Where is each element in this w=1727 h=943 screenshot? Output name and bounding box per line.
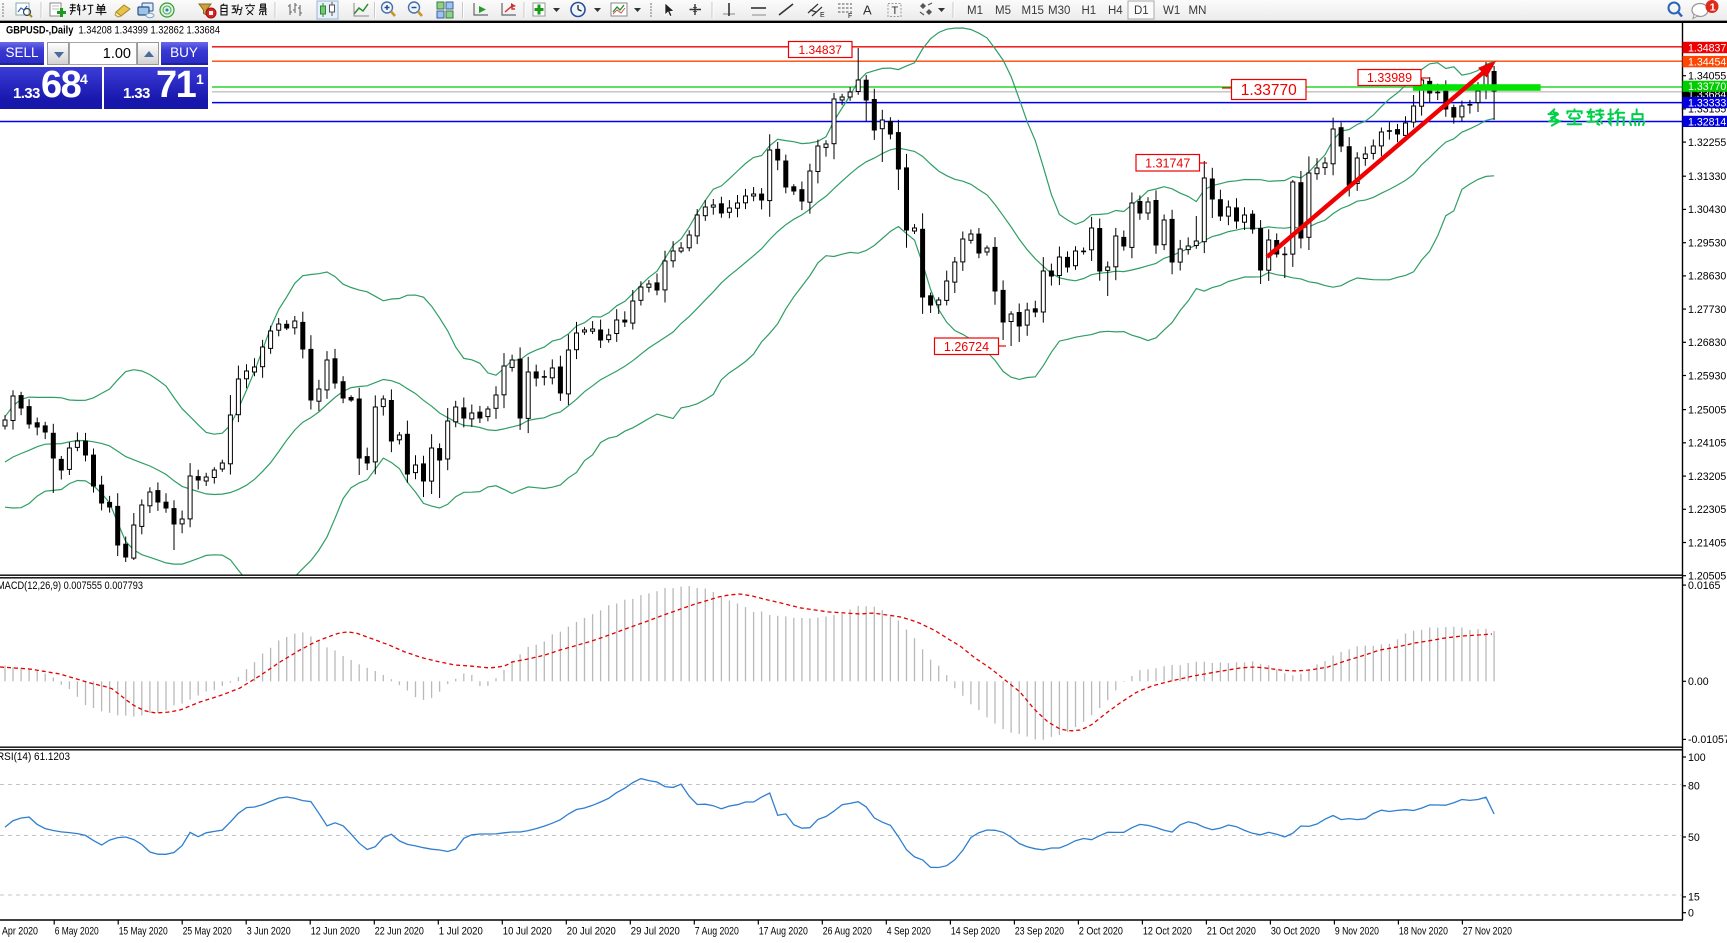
svg-text:A: A [863, 3, 872, 18]
svg-text:0.00: 0.00 [1688, 676, 1709, 688]
svg-text:F: F [848, 13, 852, 20]
svg-text:H4: H4 [1108, 5, 1123, 17]
svg-text:27 Nov 2020: 27 Nov 2020 [1463, 926, 1512, 938]
svg-text:25 May 2020: 25 May 2020 [183, 926, 232, 938]
svg-text:M1: M1 [967, 5, 983, 17]
svg-text:14 Sep 2020: 14 Sep 2020 [951, 926, 1000, 938]
svg-text:3 Jun 2020: 3 Jun 2020 [247, 926, 291, 938]
svg-text:M30: M30 [1048, 5, 1070, 17]
svg-text:22 Jun 2020: 22 Jun 2020 [375, 926, 424, 938]
svg-text:1.22305: 1.22305 [1688, 504, 1726, 516]
svg-text:30 Oct 2020: 30 Oct 2020 [1271, 926, 1320, 938]
svg-text:26 Aug 2020: 26 Aug 2020 [823, 926, 872, 938]
svg-text:15 May 2020: 15 May 2020 [119, 926, 168, 938]
svg-text:80: 80 [1688, 781, 1700, 793]
svg-text:M15: M15 [1022, 5, 1044, 17]
svg-text:1.21405: 1.21405 [1688, 537, 1726, 549]
svg-text:1 Jul 2020: 1 Jul 2020 [439, 926, 483, 938]
svg-text:10 Jul 2020: 10 Jul 2020 [503, 926, 552, 938]
svg-text:1.31330: 1.31330 [1688, 171, 1726, 183]
svg-text:1.29530: 1.29530 [1688, 238, 1726, 250]
svg-text:1.34837: 1.34837 [799, 43, 843, 57]
svg-text:1.34055: 1.34055 [1688, 71, 1726, 83]
svg-text:4 Sep 2020: 4 Sep 2020 [887, 926, 931, 938]
svg-text:1.20505: 1.20505 [1688, 571, 1726, 583]
svg-text:1.33989: 1.33989 [1367, 71, 1412, 85]
svg-text:23 Sep 2020: 23 Sep 2020 [1015, 926, 1064, 938]
svg-text:1.33770: 1.33770 [1241, 82, 1297, 99]
svg-text:1.25005: 1.25005 [1688, 404, 1726, 416]
svg-text:2 Oct 2020: 2 Oct 2020 [1079, 926, 1123, 938]
svg-text:1: 1 [1710, 2, 1716, 14]
svg-text:21 Oct 2020: 21 Oct 2020 [1207, 926, 1256, 938]
svg-text:100: 100 [1688, 752, 1706, 764]
svg-text:1.32255: 1.32255 [1688, 137, 1726, 149]
svg-text:1.34837: 1.34837 [1688, 42, 1726, 54]
svg-text:1.33333: 1.33333 [1688, 98, 1726, 110]
svg-text:Apr 2020: Apr 2020 [2, 926, 38, 938]
svg-text:9 Nov 2020: 9 Nov 2020 [1335, 926, 1379, 938]
svg-text:0.0165: 0.0165 [1688, 580, 1721, 592]
svg-text:1.26724: 1.26724 [944, 340, 989, 354]
svg-text:1.23205: 1.23205 [1688, 471, 1726, 483]
svg-text:7 Aug 2020: 7 Aug 2020 [695, 926, 739, 938]
svg-text:1.34454: 1.34454 [1688, 57, 1726, 69]
svg-text:0: 0 [1688, 908, 1694, 920]
svg-text:D1: D1 [1134, 5, 1149, 17]
svg-text:20 Jul 2020: 20 Jul 2020 [567, 926, 616, 938]
svg-text:1.31747: 1.31747 [1145, 156, 1190, 170]
svg-text:M5: M5 [995, 5, 1011, 17]
svg-text:MACD(12,26,9) 0.007555 0.00779: MACD(12,26,9) 0.007555 0.007793 [0, 580, 143, 592]
svg-text:RSI(14) 61.1203: RSI(14) 61.1203 [0, 751, 70, 763]
svg-text:H1: H1 [1082, 5, 1097, 17]
svg-text:50: 50 [1688, 832, 1700, 844]
svg-text:1.32814: 1.32814 [1688, 116, 1726, 128]
svg-text:MN: MN [1189, 5, 1207, 17]
svg-text:E: E [820, 12, 825, 19]
svg-text:18 Nov 2020: 18 Nov 2020 [1399, 926, 1448, 938]
svg-text:29 Jul 2020: 29 Jul 2020 [631, 926, 680, 938]
svg-text:1.24105: 1.24105 [1688, 438, 1726, 450]
svg-text:6 May 2020: 6 May 2020 [55, 926, 99, 938]
svg-text:1.27730: 1.27730 [1688, 304, 1726, 316]
svg-text:15: 15 [1688, 892, 1700, 904]
svg-text:T: T [892, 5, 899, 17]
svg-text:12 Jun 2020: 12 Jun 2020 [311, 926, 360, 938]
svg-text:GBPUSD-,Daily 1.34208 1.34399: GBPUSD-,Daily 1.34208 1.34399 1.32862 1.… [6, 25, 220, 37]
svg-text:1.33770: 1.33770 [1688, 81, 1726, 93]
svg-text:W1: W1 [1163, 5, 1180, 17]
svg-text:1.30430: 1.30430 [1688, 204, 1726, 216]
svg-text:1.28630: 1.28630 [1688, 271, 1726, 283]
svg-text:1.25930: 1.25930 [1688, 370, 1726, 382]
svg-text:12 Oct 2020: 12 Oct 2020 [1143, 926, 1192, 938]
svg-text:17 Aug 2020: 17 Aug 2020 [759, 926, 808, 938]
svg-text:1.26830: 1.26830 [1688, 337, 1726, 349]
